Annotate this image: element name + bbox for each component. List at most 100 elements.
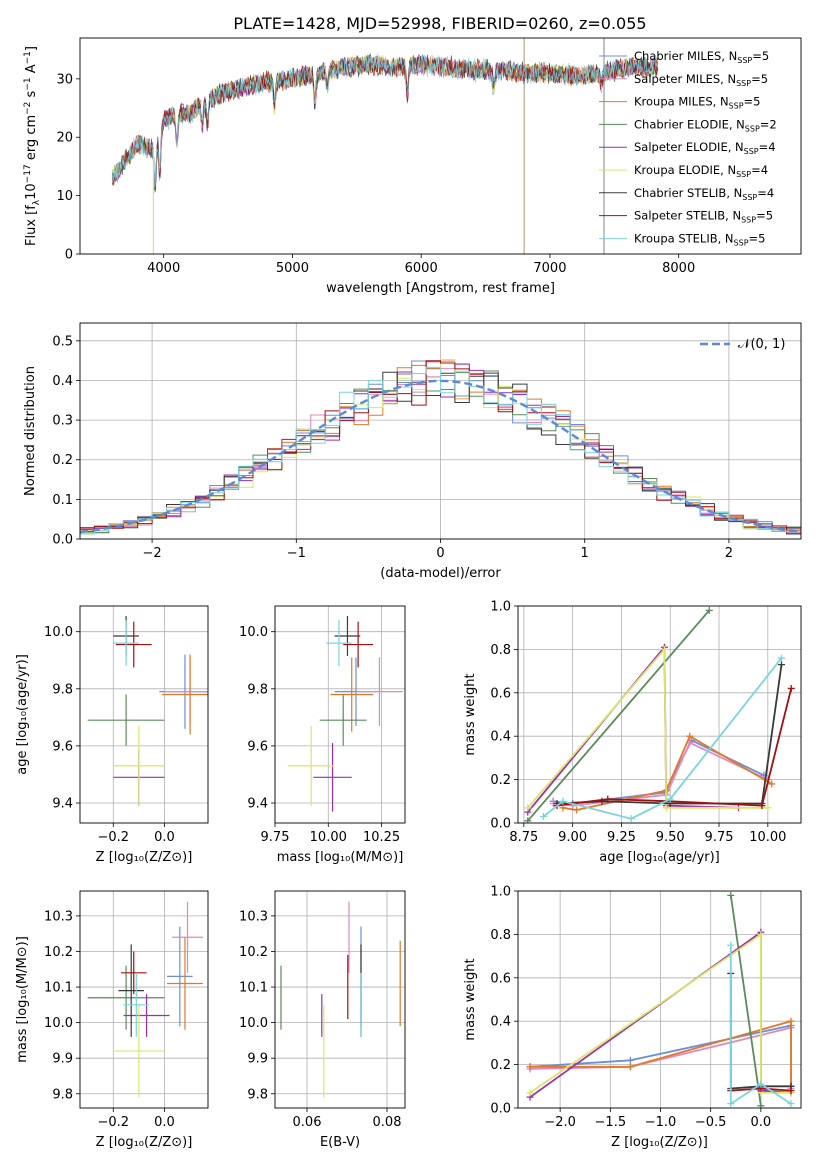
x-axis-label: age [log₁₀(age/yr)]	[599, 850, 720, 865]
y-tick-label: 9.8	[52, 1087, 73, 1102]
y-tick-label: 10.1	[44, 981, 73, 996]
errorbar-salpeter-miles	[172, 901, 203, 973]
axes-frame	[79, 322, 802, 540]
axes-frame	[79, 37, 802, 255]
x-tick-label: −1.0	[645, 1115, 677, 1130]
y-tick-label: 10.0	[239, 625, 268, 640]
weight-line	[529, 932, 791, 1094]
x-tick-label: 9.75	[705, 830, 734, 845]
x-tick-label: 0.08	[373, 1115, 402, 1130]
y-axis-label: mass weight	[463, 958, 478, 1040]
plot-marks	[111, 38, 658, 254]
weight-marker	[524, 804, 532, 812]
plot-area	[80, 606, 208, 823]
legend-entry-kroupa-stelib: Kroupa STELIB, NSSP=5	[634, 231, 765, 247]
mass-vs-ebv-panel: 0.06 0.08 9.8 9.9 10.0 10.1 10.2 10.3 E(B-V)	[239, 890, 406, 1150]
gridlines	[80, 606, 208, 823]
plot-area	[518, 606, 801, 823]
x-tick-label: 1	[581, 546, 589, 561]
x-axis-label: mass [log₁₀(M/M⊙)]	[277, 850, 404, 865]
weight-marker	[727, 941, 735, 949]
gridlines	[80, 891, 208, 1108]
weight-series-kroupa-elodie	[524, 645, 772, 812]
weight-marker	[787, 684, 795, 692]
errorbar-kroupa-stelib	[326, 620, 352, 666]
weight-marker	[757, 1080, 765, 1088]
y-axis-label-part: −17	[23, 164, 33, 183]
y-tick-label: 20	[56, 131, 73, 146]
y-tick-label: 1.0	[490, 600, 511, 615]
y-tick-label: 1.0	[490, 885, 511, 900]
x-tick-label: 6000	[405, 261, 438, 276]
y-tick-label: 0.8	[490, 928, 511, 943]
weight-marker	[757, 930, 765, 938]
y-tick-label: 0.2	[52, 453, 73, 468]
y-axis-label-part: Flux [f	[24, 205, 39, 246]
errorbar-kroupa-elodie	[113, 725, 165, 806]
legend: 𝒩(0, 1)	[700, 337, 785, 352]
x-tick-label: 10.25	[363, 830, 400, 845]
weight-marker	[777, 661, 785, 669]
weight-marker	[573, 806, 581, 814]
errorbar-kroupa-stelib	[113, 620, 139, 666]
weight-line	[729, 895, 762, 1106]
x-tick-label: 9.75	[261, 830, 290, 845]
weight-vs-metallicity-panel: −2.0 −1.5 −1.0 −0.5 0.0 0.0 0.2 0.4 0.6 0.8 1.0 Z […	[463, 885, 802, 1150]
weight-marker	[686, 732, 694, 740]
x-tick-label: 4000	[147, 261, 180, 276]
y-tick-label: 9.9	[52, 1052, 73, 1067]
y-tick-label: 9.8	[52, 682, 73, 697]
weight-vs-age-panel: 8.75 9.00 9.25 9.50 9.75 10.00 0.0 0.2 0.4 0.6 0.8…	[463, 600, 802, 865]
errorbar-kroupa-elodie	[113, 1004, 165, 1098]
x-tick-label: 0.0	[154, 1115, 175, 1130]
weight-series-kroupa-stelib	[727, 941, 795, 1108]
y-tick-label: 10.3	[239, 909, 268, 924]
weight-line	[729, 945, 792, 1106]
y-tick-label: 10.1	[239, 981, 268, 996]
weight-line	[527, 609, 710, 822]
errorbar-kroupa-stelib	[123, 972, 150, 1037]
weight-marker	[626, 1056, 634, 1064]
gridlines	[275, 891, 405, 1108]
x-tick-label: −0.5	[695, 1115, 727, 1130]
legend-entry-salpeter-stelib: Salpeter STELIB, NSSP=5	[634, 209, 773, 225]
y-tick-label: 0.4	[52, 374, 73, 389]
y-tick-label: 9.8	[247, 1087, 268, 1102]
legend-entry-chabrier-elodie: Chabrier ELODIE, NSSP=2	[634, 117, 777, 133]
x-tick-label: −2	[143, 546, 162, 561]
weight-marker	[768, 780, 776, 788]
weight-marker	[757, 1102, 765, 1108]
x-tick-label: 10.00	[749, 830, 786, 845]
weight-marker	[539, 812, 547, 820]
y-tick-label: 10.3	[44, 909, 73, 924]
y-tick-label: 10.0	[239, 1016, 268, 1031]
x-tick-label: −1	[287, 546, 306, 561]
legend-entry-normal: 𝒩(0, 1)	[738, 337, 785, 352]
y-tick-label: 9.9	[247, 1052, 268, 1067]
figure-title: PLATE=1428, MJD=52998, FIBERID=0260, z=0…	[233, 14, 646, 33]
axes: −0.2 0.0 9.4 9.6 9.8 10.0 Z [log₁₀(Z/Z⊙)] age […	[15, 605, 209, 865]
weight-marker	[727, 891, 735, 899]
x-tick-label: 2	[725, 546, 733, 561]
axes: −2 −1 0 1 2 0.0 0.1 0.2 0.3 0.4 0.5 (data-model)/er…	[23, 322, 802, 581]
legend: Chabrier MILES, NSSP=5 Salpeter MILES, NS…	[599, 49, 777, 247]
y-tick-label: 0.4	[490, 730, 511, 745]
y-tick-label: 0.6	[490, 686, 511, 701]
x-axis-label: Z [log₁₀(Z/Z⊙)]	[96, 1135, 193, 1150]
x-axis-label: E(B-V)	[320, 1135, 360, 1150]
weight-series-chabrier-elodie	[524, 606, 713, 823]
y-axis-label: mass [log₁₀(M/M⊙)]	[15, 936, 30, 1063]
weight-marker	[604, 795, 612, 803]
y-tick-label: 10.2	[44, 945, 73, 960]
axes-frame	[517, 890, 802, 1109]
axes-frame	[517, 605, 802, 824]
spectrum-line-kroupa-stelib	[111, 53, 658, 188]
y-tick-label: 9.8	[247, 682, 268, 697]
weight-marker	[524, 817, 532, 823]
y-tick-label: 30	[56, 72, 73, 87]
y-tick-label: 0.0	[490, 1102, 511, 1117]
x-tick-label: 0	[436, 546, 444, 561]
y-tick-label: 0	[65, 248, 73, 263]
y-axis-label-part: −2	[23, 102, 33, 115]
x-tick-label: 0.06	[293, 1115, 322, 1130]
